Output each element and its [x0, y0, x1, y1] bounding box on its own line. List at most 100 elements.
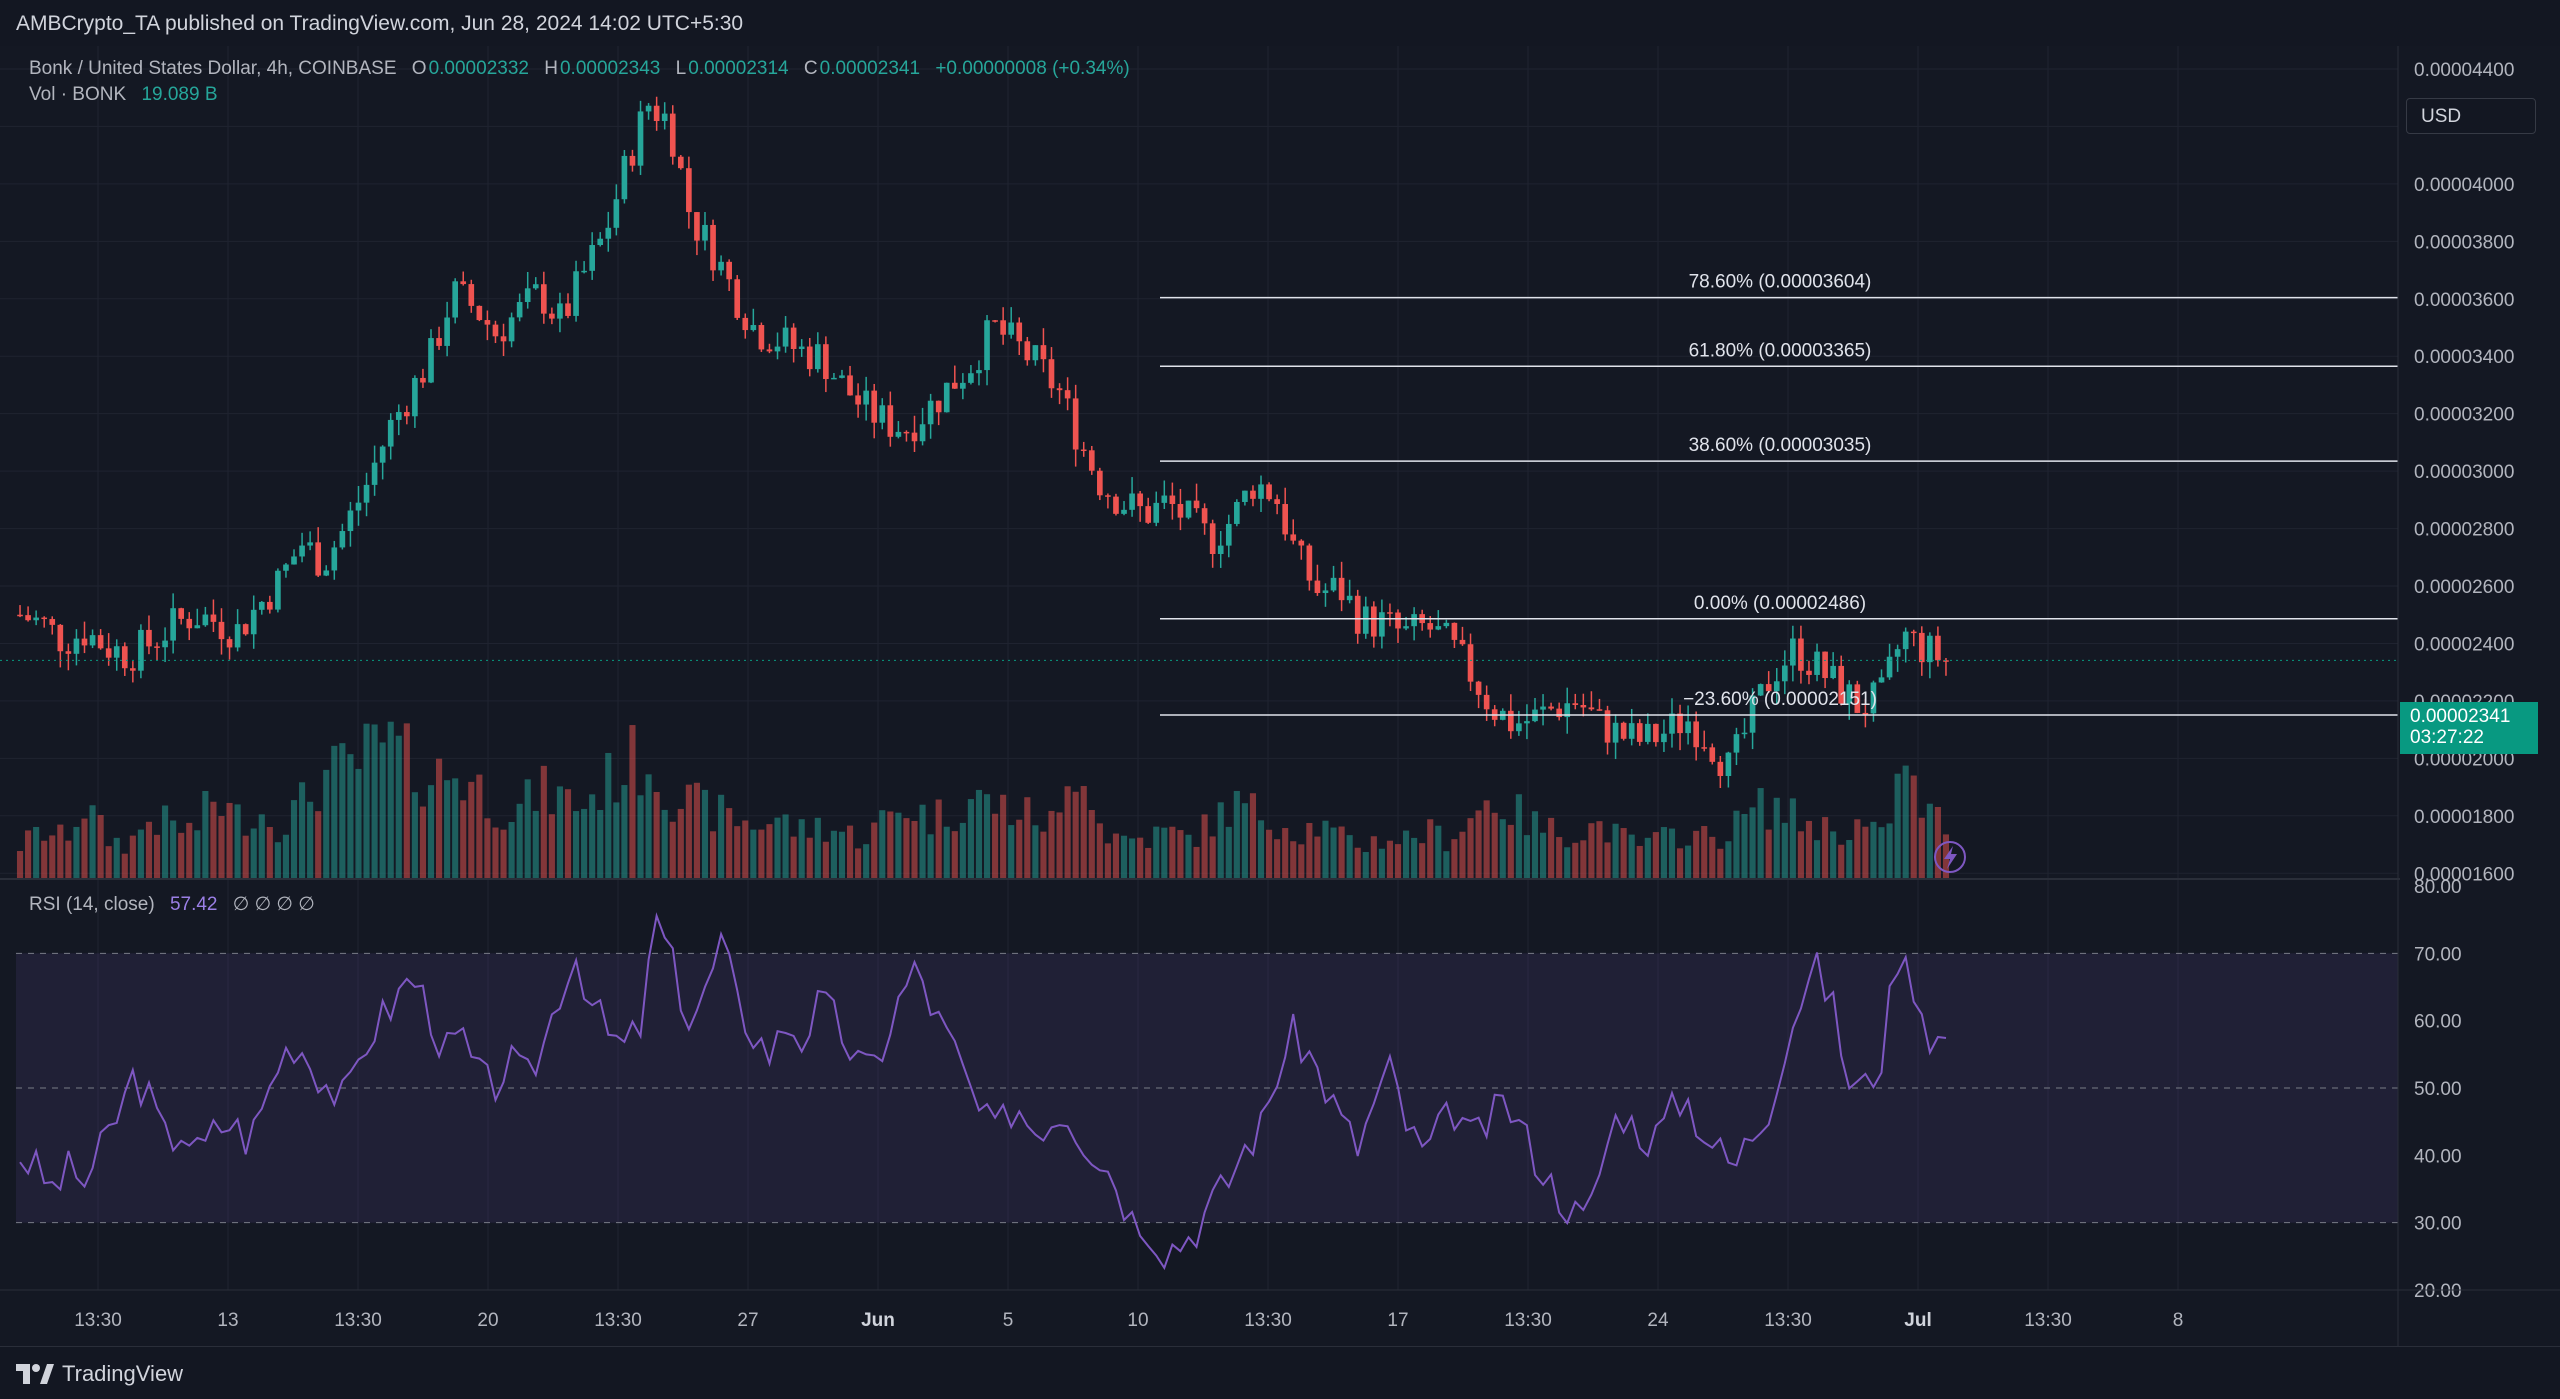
- candle-body: [170, 608, 176, 641]
- volume-bar: [1209, 836, 1216, 879]
- candle-body: [597, 238, 604, 246]
- volume-bar: [677, 808, 684, 879]
- volume-bar: [1290, 841, 1297, 879]
- price-tick-label: 0.00003000: [2414, 462, 2514, 483]
- volume-bar: [1870, 821, 1877, 879]
- open-value: 0.00002332: [428, 58, 529, 79]
- candle-body: [33, 617, 39, 621]
- candle-body: [645, 105, 652, 112]
- volume-bar: [1467, 818, 1474, 879]
- price-tick-label: 0.00003800: [2414, 232, 2514, 253]
- candle-body: [178, 608, 185, 619]
- volume-bar: [1789, 798, 1796, 879]
- currency-selector[interactable]: USD: [2406, 98, 2536, 134]
- candle-body: [1709, 747, 1716, 762]
- candle-body: [790, 327, 797, 350]
- top-bar: AMBCrypto_TA published on TradingView.co…: [0, 0, 2560, 47]
- volume-bar: [65, 840, 72, 879]
- volume-bar: [1588, 823, 1595, 879]
- published-info: AMBCrypto_TA published on TradingView.co…: [16, 12, 744, 35]
- candle-body: [1330, 577, 1337, 591]
- volume-bar: [323, 769, 330, 879]
- candle-body: [871, 390, 878, 423]
- bar-countdown: 03:27:22: [2410, 727, 2484, 748]
- volume-bar: [1934, 806, 1941, 879]
- price-tick-label: 0.00002000: [2414, 749, 2514, 770]
- candle-body: [565, 303, 571, 316]
- candle-body: [927, 400, 934, 425]
- candle-body: [1870, 682, 1877, 714]
- candle-body: [1564, 703, 1571, 718]
- lightning-icon[interactable]: [1934, 841, 1966, 873]
- candle-body: [1580, 704, 1587, 708]
- volume-bar: [476, 774, 483, 879]
- candle-body: [1105, 495, 1111, 497]
- volume-bar: [838, 831, 846, 879]
- candle-body: [1072, 398, 1079, 450]
- price-tick-label: 0.00002600: [2414, 577, 2514, 598]
- volume-bar: [895, 812, 902, 879]
- volume-bar: [750, 829, 757, 879]
- volume-bar: [1580, 840, 1587, 879]
- candle-body: [1693, 721, 1699, 748]
- candle-body: [1733, 734, 1740, 753]
- candle-body: [992, 320, 998, 322]
- last-price-tag: 0.00002341 03:27:22: [2400, 702, 2538, 754]
- candle-body: [1145, 506, 1152, 523]
- tradingview-logo-icon: [16, 1364, 54, 1384]
- rsi-line: [19, 912, 1947, 1271]
- volume-bar: [685, 784, 692, 879]
- time-tick-label: 13:30: [74, 1310, 122, 1331]
- volume-bar: [1822, 817, 1829, 879]
- rsi-tick-label: 60.00: [2414, 1012, 2462, 1033]
- volume-bar: [1733, 810, 1740, 879]
- candle-body: [1225, 523, 1232, 546]
- candle-body: [1798, 638, 1804, 671]
- chart-canvas[interactable]: 78.60% (0.00003604) 61.80% (0.00003365) 38…: [0, 46, 2560, 1346]
- volume-bar: [460, 800, 467, 879]
- ohlc-legend: Bonk / United States Dollar, 4h, COINBAS…: [29, 58, 1140, 80]
- candle-body: [218, 621, 225, 640]
- volume-bar: [581, 808, 588, 879]
- volume-bar: [1056, 812, 1063, 879]
- candle-body: [444, 317, 450, 346]
- open-label: O: [411, 58, 427, 79]
- candle-body: [49, 619, 56, 625]
- candle-body: [130, 668, 136, 671]
- volume-bar: [1926, 803, 1933, 879]
- volume-bar: [1330, 827, 1337, 879]
- candle-body: [879, 405, 886, 423]
- time-tick-label: 13:30: [1504, 1310, 1552, 1331]
- candle-body: [323, 570, 330, 576]
- volume-label[interactable]: Vol · BONK: [29, 84, 127, 105]
- chart-area[interactable]: 78.60% (0.00003604) 61.80% (0.00003365) 38…: [0, 46, 2560, 1346]
- volume-bar: [1685, 845, 1692, 879]
- rsi-label[interactable]: RSI (14, close): [29, 894, 155, 915]
- volume-bar: [1604, 842, 1611, 879]
- candle-body: [1572, 703, 1579, 705]
- candle-body: [226, 639, 233, 648]
- volume-bar: [1201, 814, 1208, 879]
- candle-body: [428, 338, 434, 383]
- volume-bar: [1749, 807, 1756, 879]
- volume-bar: [1813, 840, 1821, 879]
- candle-body: [1508, 710, 1514, 732]
- volume-bar: [484, 818, 491, 879]
- candle-body: [1137, 493, 1143, 507]
- candle-body: [1854, 684, 1861, 713]
- volume-bar: [653, 791, 660, 879]
- price-tick-label: 0.00002400: [2414, 634, 2514, 655]
- candle-body: [1185, 500, 1192, 518]
- candle-body: [1725, 752, 1732, 777]
- volume-bar: [782, 814, 789, 879]
- candle-body: [1653, 723, 1659, 743]
- volume-bar: [1451, 839, 1458, 879]
- volume-bar: [1137, 837, 1144, 879]
- symbol-title[interactable]: Bonk / United States Dollar, 4h, COINBAS…: [29, 58, 397, 79]
- time-tick-label: 13: [217, 1310, 238, 1331]
- volume-bar: [1072, 791, 1079, 879]
- tradingview-logo[interactable]: TradingView: [16, 1361, 183, 1387]
- volume-bar: [919, 804, 926, 879]
- volume-bar: [790, 836, 797, 879]
- volume-bar: [299, 782, 306, 879]
